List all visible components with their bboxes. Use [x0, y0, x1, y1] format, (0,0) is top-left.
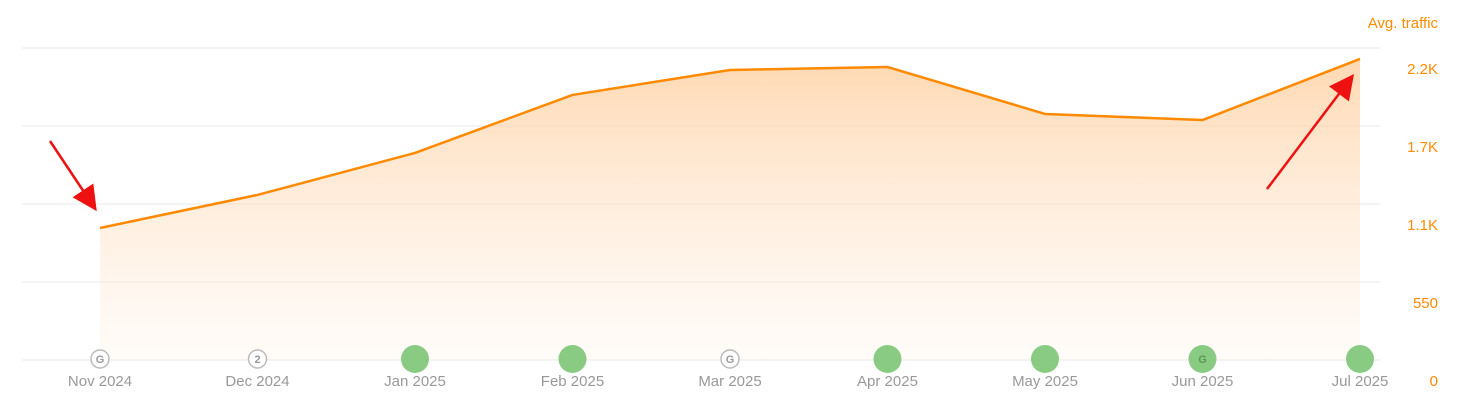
y-tick-label: 1.7K [1407, 139, 1438, 156]
annotation-arrow [1266, 74, 1355, 190]
event-marker [401, 345, 429, 373]
x-tick-label: Nov 2024 [68, 373, 132, 390]
event-marker [247, 349, 268, 369]
x-tick-label: Dec 2024 [225, 373, 289, 390]
event-marker [558, 345, 587, 373]
event-marker [720, 349, 740, 369]
y-tick-label: 1.1K [1407, 217, 1438, 234]
event-marker [1346, 345, 1374, 373]
event-marker [873, 345, 902, 373]
event-marker [1188, 345, 1217, 373]
x-tick-label: Apr 2025 [857, 373, 918, 390]
y-tick-label: 0 [1430, 373, 1438, 390]
x-tick-label: Jul 2025 [1332, 373, 1389, 390]
event-label: G [96, 354, 105, 366]
x-tick-label: Jun 2025 [1172, 373, 1234, 390]
x-tick-label: Jan 2025 [384, 373, 446, 390]
y-tick-label: 550 [1413, 295, 1438, 312]
y-tick-label: 2.2K [1407, 61, 1438, 78]
x-tick-label: Feb 2025 [541, 373, 604, 390]
event-label: G [726, 354, 735, 366]
event-marker [90, 349, 110, 369]
annotation-arrow [48, 140, 97, 212]
event-label: 2 [254, 354, 260, 366]
area-fill [100, 58, 1360, 361]
event-label: G [1198, 354, 1207, 366]
event-marker [1031, 345, 1059, 373]
x-tick-label: May 2025 [1012, 373, 1078, 390]
x-tick-label: Mar 2025 [698, 373, 761, 390]
y-axis-label: Avg. traffic [1368, 15, 1439, 32]
line [99, 57, 1361, 230]
